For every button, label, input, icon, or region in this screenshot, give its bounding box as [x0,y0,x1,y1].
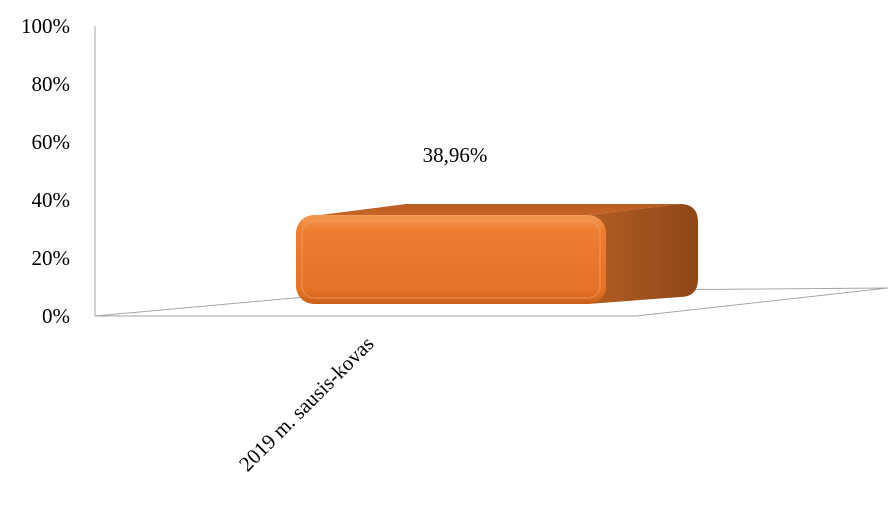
bars [296,204,698,304]
bar-bevel-highlight [301,220,601,300]
y-tick-label: 40% [32,188,71,212]
y-tick-label: 0% [42,304,70,328]
bar [296,204,698,304]
y-tick-label: 80% [32,72,71,96]
floor-plane [94,287,888,317]
x-category-label: 2019 m. sausis-kovas [234,332,378,476]
bar-side-face [588,204,698,304]
y-tick-label: 60% [32,130,71,154]
labels: 38,96% 2019 m. sausis-kovas [234,143,487,476]
y-axis-ticks: 0% 20% 40% 60% 80% 100% [21,14,70,328]
y-tick-label: 20% [32,246,71,270]
axes [94,26,888,317]
bar-front-face [296,215,606,304]
data-label: 38,96% [423,143,488,167]
y-tick-label: 100% [21,14,70,38]
